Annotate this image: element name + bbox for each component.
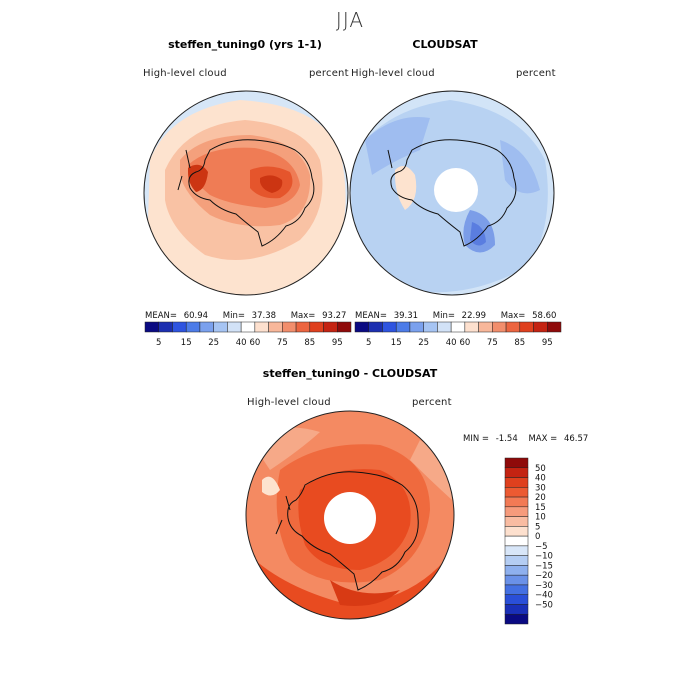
panel2-colorbar-tick-label: 95 bbox=[542, 338, 553, 348]
panel2-colorbar-swatch bbox=[547, 321, 562, 333]
panel2-colorbar-tick-label: 15 bbox=[391, 338, 402, 348]
diff-colorbar-label: −15 bbox=[535, 561, 553, 571]
panel3-field-6 bbox=[330, 580, 400, 606]
panel3-variable-label: High-level cloud bbox=[247, 397, 331, 408]
panel1-colorbar-tick-label: 75 bbox=[277, 338, 288, 348]
diff-colorbar-swatch bbox=[504, 535, 529, 547]
panel2-colorbar: 5 15 25 40 60 75 85 95 bbox=[354, 321, 562, 348]
diff-colorbar-swatch bbox=[504, 526, 529, 537]
diff-colorbar-label: 50 bbox=[535, 464, 546, 474]
panel2-colorbar-tick-label: 60 bbox=[459, 338, 470, 348]
panel3-units-label: percent bbox=[412, 397, 452, 408]
panel3-field-7 bbox=[262, 476, 280, 496]
diff-colorbar-label: 0 bbox=[535, 532, 540, 542]
panel1-field-6 bbox=[260, 175, 283, 193]
diff-colorbar-label: −20 bbox=[535, 571, 553, 581]
diff-colorbar-label: 30 bbox=[535, 483, 546, 493]
panel1-colorbar-tick-label: 95 bbox=[332, 338, 343, 348]
panel2-map-border bbox=[349, 90, 555, 296]
panel1-colorbar-tick-label: 25 bbox=[208, 338, 219, 348]
diff-colorbar-swatch bbox=[504, 574, 529, 586]
panel1-colorbar-tick-label: 85 bbox=[304, 338, 315, 348]
diff-colorbar-swatch bbox=[504, 565, 529, 576]
panel3-contour-fill bbox=[246, 411, 454, 619]
panel2-colorbar-tick-label: 25 bbox=[418, 338, 429, 348]
panel3-missing-data bbox=[324, 492, 376, 544]
panel2-title: CLOUDSAT bbox=[412, 38, 478, 51]
diff-colorbar-label: −50 bbox=[535, 600, 553, 610]
diff-colorbar-swatch bbox=[504, 496, 529, 508]
panel2-missing-data bbox=[434, 168, 478, 212]
diff-colorbar-swatch bbox=[504, 545, 529, 556]
panel1-colorbar: 5 15 25 40 60 75 85 95 bbox=[144, 321, 352, 348]
panel1-colorbar-tick-label: 5 bbox=[156, 338, 161, 348]
diff-colorbar-label: −30 bbox=[535, 581, 553, 591]
panel1-colorbar-swatch bbox=[337, 321, 352, 333]
diff-colorbar-swatch bbox=[504, 604, 529, 615]
diff-colorbar-swatch bbox=[504, 477, 529, 488]
diff-colorbar-swatch bbox=[504, 594, 529, 605]
panel2-variable-label: High-level cloud bbox=[351, 68, 435, 79]
diff-colorbar-swatch bbox=[504, 584, 529, 595]
diff-colorbar-swatch bbox=[504, 516, 529, 527]
panel3-field-2 bbox=[410, 440, 452, 500]
panel3-minmax: MIN = -1.54 MAX = 46.57 bbox=[463, 434, 589, 444]
panel1-map-border bbox=[143, 90, 349, 296]
diff-colorbar-swatch bbox=[504, 506, 529, 517]
panel2-colorbar-tick-label: 5 bbox=[366, 338, 371, 348]
panel3-map-border bbox=[245, 410, 455, 620]
diff-colorbar-label: 15 bbox=[535, 503, 546, 513]
panel2-field-5 bbox=[395, 166, 417, 210]
panel2-colorbar-tick-label: 75 bbox=[487, 338, 498, 348]
panel2-coastline bbox=[387, 139, 517, 247]
panel1-colorbar-tick-label: 15 bbox=[181, 338, 192, 348]
panel3-coastline bbox=[275, 471, 419, 591]
panel1-colorbar-tick-label: 40 bbox=[236, 338, 247, 348]
panel2-stats: MEAN= 39.31 Min= 22.99 Max= 58.60 bbox=[355, 311, 557, 321]
diff-colorbar-swatch bbox=[504, 487, 529, 498]
panel1-title: steffen_tuning0 (yrs 1-1) bbox=[168, 38, 322, 51]
diff-colorbar-label: 40 bbox=[535, 474, 546, 484]
panel2-units-label: percent bbox=[516, 68, 556, 79]
panel1-stats: MEAN= 60.94 Min= 37.38 Max= 93.27 bbox=[145, 311, 347, 321]
diff-colorbar-label: 10 bbox=[535, 513, 546, 523]
diff-colorbar-label: −40 bbox=[535, 591, 553, 601]
panel3-title: steffen_tuning0 - CLOUDSAT bbox=[262, 367, 438, 380]
diff-colorbar-label: −5 bbox=[535, 542, 548, 552]
panel1-field-7 bbox=[188, 164, 208, 192]
diff-colorbar-swatch bbox=[504, 555, 529, 566]
diff-colorbar-label: 20 bbox=[535, 493, 546, 503]
diff-colorbar-swatch bbox=[504, 613, 529, 625]
season-title: JJA bbox=[335, 8, 365, 32]
panel2-field-4 bbox=[470, 222, 486, 246]
panel1-coastline bbox=[177, 139, 315, 247]
diff-colorbar-label: 5 bbox=[535, 522, 540, 532]
diff-colorbar-label: −10 bbox=[535, 552, 553, 562]
panel2-field-2 bbox=[365, 116, 430, 175]
panel1-variable-label: High-level cloud bbox=[143, 68, 227, 79]
panel1-colorbar-tick-label: 60 bbox=[249, 338, 260, 348]
panel2-field-6 bbox=[500, 140, 540, 194]
panel2-colorbar-tick-label: 85 bbox=[514, 338, 525, 348]
panel2-contour-fill bbox=[350, 91, 554, 295]
panel2-colorbar-tick-label: 40 bbox=[446, 338, 457, 348]
diff-colorbar-swatch bbox=[504, 457, 529, 469]
panel1-units-label: percent bbox=[309, 68, 349, 79]
diff-colorbar-swatch bbox=[504, 467, 529, 478]
